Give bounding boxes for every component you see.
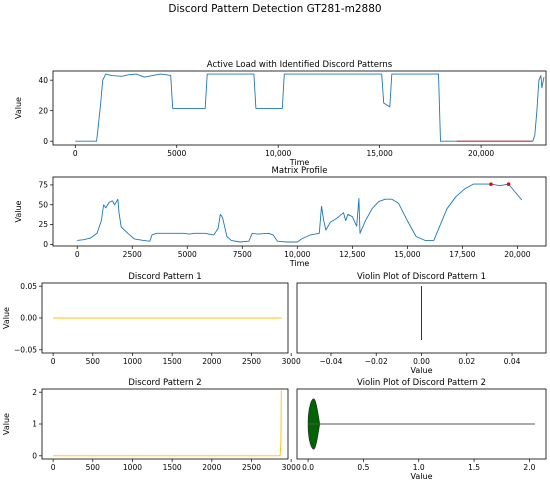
x-tick-label: 17,500 xyxy=(449,250,475,259)
panel-title: Active Load with Identified Discord Patt… xyxy=(207,60,393,70)
axes-frame xyxy=(41,388,289,460)
x-tick-label: 2500 xyxy=(242,357,261,366)
figure-title: Discord Pattern Detection GT281-m2880 xyxy=(168,3,381,15)
panel-violin_pattern_1: Violin Plot of Discord Pattern 1 −0.04 −0.… xyxy=(296,272,547,375)
series-line-pattern xyxy=(53,390,282,457)
x-axis-label: Time xyxy=(289,259,310,268)
x-tick-label: 5000 xyxy=(167,149,186,158)
y-tick-label: 20 xyxy=(38,106,48,115)
discord-marker xyxy=(489,182,493,186)
y-tick-label: −0.05 xyxy=(14,345,37,354)
x-tick-label: 0 xyxy=(75,250,80,259)
panel-active_load: Active Load with Identified Discord Patt… xyxy=(14,60,547,167)
x-tick-label: 7500 xyxy=(233,250,252,259)
y-tick-label: 2 xyxy=(32,388,37,397)
y-axis-label: Value xyxy=(2,413,11,435)
y-tick-label: 0.00 xyxy=(20,314,37,323)
axes-frame xyxy=(296,388,547,460)
x-tick-label: 1.5 xyxy=(468,463,480,472)
x-tick-label: 2500 xyxy=(242,463,261,472)
series-line-profile xyxy=(77,183,523,243)
x-tick-label: 2000 xyxy=(202,463,221,472)
x-tick-label: −0.04 xyxy=(319,357,342,366)
x-axis-label: Value xyxy=(411,366,433,375)
panel-title: Violin Plot of Discord Pattern 2 xyxy=(357,378,486,388)
axes-frame xyxy=(52,176,547,247)
panel-title: Matrix Profile xyxy=(272,166,328,176)
y-tick-label: 40 xyxy=(38,76,48,85)
x-tick-label: 500 xyxy=(86,357,101,366)
x-tick-label: 0.0 xyxy=(302,463,314,472)
series-line-load xyxy=(75,73,545,142)
x-tick-label: 1500 xyxy=(163,357,182,366)
y-tick-label: 0 xyxy=(43,240,48,249)
x-tick-label: 0.5 xyxy=(357,463,369,472)
y-tick-label: 0 xyxy=(32,451,37,460)
y-axis-label: Value xyxy=(14,200,23,222)
x-tick-label: 10,000 xyxy=(284,250,310,259)
x-tick-label: 0 xyxy=(73,149,78,158)
x-tick-label: 3000 xyxy=(282,357,301,366)
x-tick-label: 5000 xyxy=(178,250,197,259)
x-tick-label: −0.02 xyxy=(365,357,388,366)
x-tick-label: 1000 xyxy=(123,357,142,366)
x-tick-label: 20,000 xyxy=(468,149,494,158)
x-tick-label: 0.02 xyxy=(458,357,475,366)
panel-title: Discord Pattern 2 xyxy=(128,378,201,388)
x-tick-label: 1000 xyxy=(123,463,142,472)
x-tick-label: 1.0 xyxy=(413,463,425,472)
y-axis-label: Value xyxy=(2,307,11,329)
discord-marker xyxy=(506,182,511,186)
x-tick-label: 2500 xyxy=(123,250,142,259)
y-tick-label: 25 xyxy=(38,220,48,229)
y-tick-label: 50 xyxy=(38,200,48,209)
y-tick-label: 0 xyxy=(43,137,48,146)
x-tick-label: 12,500 xyxy=(339,250,365,259)
x-tick-label: 2000 xyxy=(202,357,221,366)
x-tick-label: 0 xyxy=(51,357,56,366)
x-axis-label: Time xyxy=(289,158,310,167)
panel-discord_pattern_1: Discord Pattern 1 0 500 1000 1500 2000 2500 300… xyxy=(2,272,301,366)
panel-discord_pattern_2: Discord Pattern 2 0 500 1000 1500 2000 2500 300… xyxy=(2,378,301,472)
panel-title: Violin Plot of Discord Pattern 1 xyxy=(357,272,486,282)
x-tick-label: 0.04 xyxy=(504,357,521,366)
y-axis-label: Value xyxy=(14,97,23,119)
x-axis-label: Value xyxy=(411,472,433,480)
panel-matrix_profile: Matrix Profile 0 2500 5000 7500 10,000 12,500 1… xyxy=(14,166,547,268)
panel-violin_pattern_2: Violin Plot of Discord Pattern 2 0.0 0.5 1.… xyxy=(296,378,547,480)
x-tick-label: 15,000 xyxy=(367,149,393,158)
x-tick-label: 1500 xyxy=(163,463,182,472)
x-tick-label: 10,000 xyxy=(265,149,291,158)
x-tick-label: 3000 xyxy=(282,463,301,472)
x-tick-label: 15,000 xyxy=(394,250,420,259)
x-tick-label: 500 xyxy=(86,463,101,472)
y-tick-label: 1 xyxy=(32,420,37,429)
x-tick-label: 20,000 xyxy=(504,250,530,259)
axes-frame xyxy=(52,70,547,146)
x-tick-label: 0 xyxy=(51,463,56,472)
x-tick-label: 2.0 xyxy=(523,463,535,472)
y-tick-label: 75 xyxy=(38,181,48,190)
y-tick-label: 0.05 xyxy=(20,282,37,291)
panel-title: Discord Pattern 1 xyxy=(128,272,201,282)
x-tick-label: 0.00 xyxy=(413,357,430,366)
